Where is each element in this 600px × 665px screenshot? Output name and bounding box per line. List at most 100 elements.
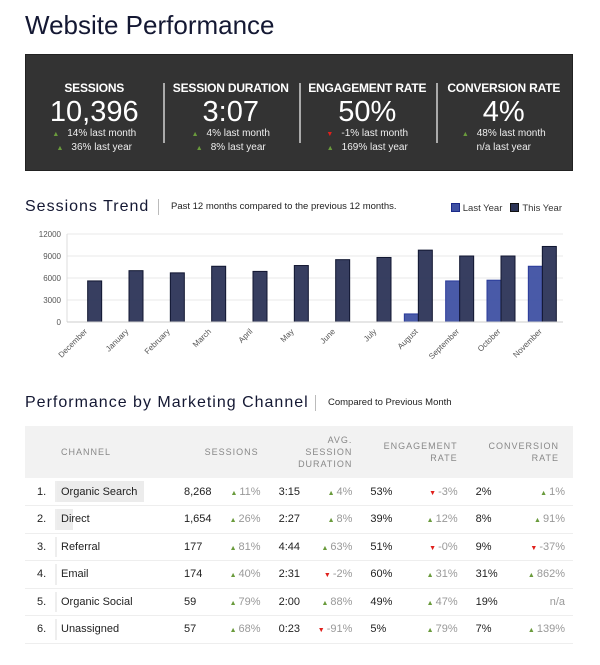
header-line: AVG. <box>327 435 353 445</box>
x-tick-label: August <box>396 327 421 352</box>
header-duration[interactable]: AVG. SESSION DURATION <box>275 426 367 478</box>
up-arrow-icon: ▲ <box>195 145 203 152</box>
bar-last-year <box>403 313 419 323</box>
up-arrow-icon: ▲ <box>56 145 64 152</box>
kpi-month-change: ▲ 4% last month <box>163 127 300 141</box>
legend-this-year[interactable]: This Year <box>510 203 562 214</box>
delta-text: 63% <box>330 540 353 553</box>
channel-cell[interactable]: Organic Social <box>55 588 180 616</box>
bar-this-year <box>293 265 309 323</box>
table-row[interactable]: 2. Direct 1,654 ▲ 26% 2:27 ▲ 8% 39% ▲ 12% 8… <box>25 505 573 534</box>
sessions-trend-subtitle: Past 12 months compared to the previous … <box>158 199 397 215</box>
channel-table: CHANNEL SESSIONS AVG. SESSION DURATION ENG… <box>25 426 573 644</box>
down-arrow-icon: ▼ <box>323 572 331 580</box>
up-arrow-icon: ▲ <box>229 599 237 607</box>
channel-cell[interactable]: Unassigned <box>55 615 180 644</box>
sessions-share-bar <box>55 591 57 612</box>
sessions-delta: ▲ 68% <box>219 615 275 644</box>
table-row[interactable]: 1. Organic Search 8,268 ▲ 11% 3:15 ▲ 4% 53… <box>25 478 573 506</box>
delta-text: 862% <box>536 568 565 581</box>
delta-text: 12% <box>435 513 458 526</box>
bar-this-year <box>335 259 351 323</box>
rank: 1. <box>25 478 55 506</box>
up-arrow-icon: ▲ <box>52 131 60 138</box>
channel-cell[interactable]: Email <box>55 560 180 589</box>
header-channel[interactable]: CHANNEL <box>61 447 112 457</box>
delta-text: -91% <box>326 623 353 636</box>
duration-delta: ▲ 8% <box>307 505 367 534</box>
sessions: 177 <box>180 533 220 561</box>
conversion-delta: ▲ 91% <box>510 505 573 534</box>
kpi-label: ENGAGEMENT RATE <box>308 81 427 95</box>
channel-name: Organic Social <box>61 595 133 608</box>
up-arrow-icon: ▲ <box>527 627 535 635</box>
y-tick-label: 6000 <box>43 274 61 283</box>
table-row[interactable]: 4. Email 174 ▲ 40% 2:31 ▼ -2% 60% ▲ 31% 31%… <box>25 560 573 589</box>
engagement-delta: ▲ 31% <box>406 560 472 589</box>
duration: 2:27 <box>274 505 308 534</box>
conversion-delta: ▼ -37% <box>510 533 573 561</box>
x-tick-label: June <box>318 327 337 346</box>
duration-delta: ▲ 88% <box>307 588 367 616</box>
sessions-share-bar <box>55 481 144 502</box>
kpi-value: 10,396 <box>49 96 139 128</box>
bar-this-year <box>211 265 227 323</box>
sessions: 1,654 <box>180 505 220 534</box>
bar-this-year <box>87 280 103 323</box>
up-arrow-icon: ▲ <box>534 517 541 525</box>
channel-cell[interactable]: Direct <box>55 505 180 534</box>
conversion: 8% <box>471 505 511 534</box>
legend-last-year[interactable]: Last Year <box>450 203 502 214</box>
sessions: 174 <box>180 560 220 589</box>
engagement: 60% <box>366 560 407 589</box>
engagement: 53% <box>366 478 407 506</box>
kpi-label: CONVERSION RATE <box>447 81 561 95</box>
up-arrow-icon: ▲ <box>426 517 434 525</box>
sessions-trend-title: Sessions Trend <box>25 198 150 215</box>
header-line: SESSION <box>305 447 353 457</box>
sessions-delta: ▲ 40% <box>219 560 275 589</box>
delta-text: -2% <box>332 568 353 581</box>
engagement-delta: ▼ -3% <box>406 478 472 506</box>
table-row[interactable]: 3. Referral 177 ▲ 81% 4:44 ▲ 63% 51% ▼ -0% … <box>25 533 573 561</box>
table-row[interactable]: 5. Organic Social 59 ▲ 79% 2:00 ▲ 88% 49% … <box>25 588 573 616</box>
channel-cell[interactable]: Referral <box>55 533 180 561</box>
header-line: DURATION <box>298 459 353 469</box>
sessions-share-bar <box>55 536 57 557</box>
up-arrow-icon: ▲ <box>321 599 329 607</box>
engagement: 39% <box>366 505 407 534</box>
legend-swatch-this-year <box>510 203 520 212</box>
duration: 0:23 <box>274 615 308 644</box>
kpi-1: SESSION DURATION 3:07 ▲ 4% last month ▲ 8%… <box>162 81 300 155</box>
header-conversion[interactable]: CONVERSION RATE <box>472 426 573 478</box>
up-arrow-icon: ▲ <box>426 627 434 635</box>
channel-cell[interactable]: Organic Search <box>55 478 180 506</box>
up-arrow-icon: ▲ <box>426 599 434 607</box>
header-sessions[interactable]: SESSIONS <box>204 447 259 457</box>
kpi-year-change: ▲ 169% last year <box>299 141 436 155</box>
delta-text: 11% <box>239 485 261 498</box>
kpi-month-text: 4% last month <box>206 128 270 139</box>
kpi-value: 50% <box>338 96 397 128</box>
down-arrow-icon: ▼ <box>326 131 334 138</box>
up-arrow-icon: ▲ <box>230 489 238 497</box>
x-tick-label: April <box>237 327 255 345</box>
duration-delta: ▼ -2% <box>307 560 367 589</box>
bar-this-year <box>500 255 516 323</box>
kpi-year-change: ▲ 8% last year <box>163 141 300 155</box>
y-tick-label: 12000 <box>39 230 62 239</box>
bar-last-year <box>527 265 543 323</box>
kpi-2: ENGAGEMENT RATE 50% ▼ -1% last month ▲ 169… <box>299 81 436 155</box>
table-row[interactable]: 6. Unassigned 57 ▲ 68% 0:23 ▼ -91% 5% ▲ 79%… <box>25 615 573 644</box>
up-arrow-icon: ▲ <box>191 131 199 138</box>
bar-this-year <box>169 272 185 323</box>
kpi-value: 3:07 <box>202 96 259 128</box>
y-tick-label: 9000 <box>43 252 61 261</box>
delta-text: 91% <box>542 513 565 526</box>
table-header: CHANNEL SESSIONS AVG. SESSION DURATION ENG… <box>25 426 573 478</box>
down-arrow-icon: ▼ <box>530 544 538 552</box>
kpi-label: SESSION DURATION <box>172 81 289 95</box>
delta-text: 1% <box>549 485 565 498</box>
header-engagement[interactable]: ENGAGEMENT RATE <box>366 426 471 478</box>
sessions-share-bar <box>55 509 73 530</box>
